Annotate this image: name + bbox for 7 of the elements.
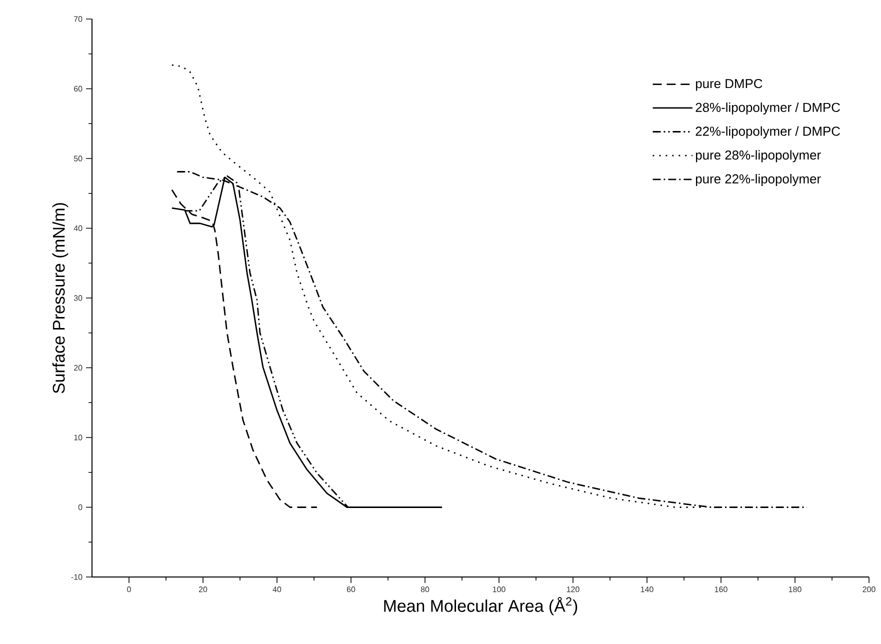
y-axis-title: Surface Pressure (mN/m) [52, 203, 68, 394]
legend-label: 28%-lipopolymer / DMPC [696, 102, 840, 115]
legend-label: 22%-lipopolymer / DMPC [696, 126, 840, 138]
legend-label: pure 22%-lipopolymer [696, 174, 821, 186]
legend-label: pure DMPC [696, 78, 762, 91]
legend-label: pure 28%-lipopolymer [696, 150, 821, 162]
x-axis-title: Mean Molecular Area (Å$^{2}$) [384, 596, 578, 616]
